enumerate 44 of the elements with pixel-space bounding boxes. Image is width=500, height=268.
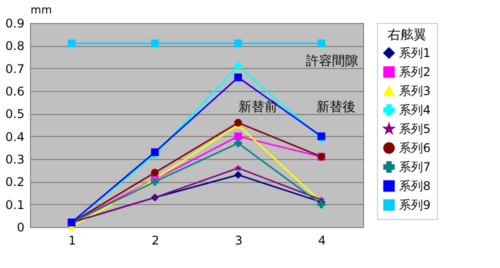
point — [151, 168, 159, 176]
y-tick-label: 0.8 — [5, 39, 24, 54]
point — [318, 132, 326, 140]
point — [151, 40, 159, 48]
point — [68, 40, 76, 48]
y-tick-label: 0.6 — [5, 84, 24, 98]
x-tick-label: 1 — [68, 234, 76, 248]
legend-label: 系列1 — [399, 46, 431, 60]
point — [151, 148, 159, 156]
legend-title: 右舷翼 — [388, 27, 426, 43]
x-tick-label: 2 — [152, 234, 160, 248]
point — [234, 132, 242, 140]
annotation: 新替後 — [316, 100, 356, 115]
point — [151, 178, 159, 186]
point — [234, 62, 242, 70]
legend-label: 系列3 — [399, 84, 431, 98]
y-tick-label: 0.5 — [5, 107, 24, 122]
legend-label: 系列4 — [399, 103, 431, 117]
point — [318, 40, 326, 48]
y-tick-label: 0.4 — [5, 130, 24, 144]
point — [234, 40, 242, 48]
point — [234, 74, 242, 82]
y-tick-label: 0.1 — [5, 198, 24, 212]
y-tick-label: 0.9 — [5, 16, 24, 30]
y-tick-label: 0.3 — [5, 152, 24, 166]
annotation: 許容間隙 — [306, 53, 358, 69]
y-axis-title: mm — [30, 4, 52, 16]
annotation: 新替前 — [238, 100, 278, 115]
legend-label: 系列9 — [399, 198, 431, 212]
point — [234, 164, 242, 172]
point — [318, 200, 326, 208]
point — [234, 118, 242, 127]
legend-label: 系列8 — [399, 179, 431, 193]
y-tick-label: 0 — [16, 220, 24, 234]
x-tick-label: 3 — [234, 234, 242, 248]
legend-label: 系列2 — [399, 65, 431, 79]
legend-label: 系列6 — [399, 141, 431, 155]
y-tick-label: 0.7 — [5, 62, 24, 76]
legend-label: 系列7 — [399, 160, 431, 174]
point — [234, 170, 242, 179]
legend-label: 系列5 — [399, 122, 431, 136]
y-tick-label: 0.2 — [5, 175, 24, 190]
x-tick-label: 4 — [318, 234, 326, 248]
point — [234, 139, 242, 148]
